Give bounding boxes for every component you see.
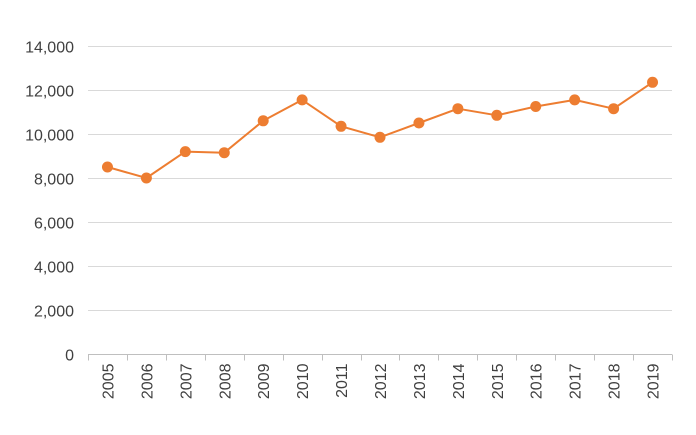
- y-tick-label: 4,000: [34, 260, 74, 277]
- data-point: [608, 103, 620, 115]
- y-tick-label: 10,000: [25, 128, 74, 145]
- x-tick-label: 2006: [139, 363, 156, 399]
- data-point: [257, 115, 269, 127]
- data-point: [140, 172, 152, 184]
- data-point: [296, 94, 308, 106]
- x-tick-label: 2016: [529, 363, 546, 399]
- y-tick-label: 14,000: [25, 40, 74, 57]
- x-tick-label: 2010: [295, 363, 312, 399]
- x-tick-label: 2013: [412, 363, 429, 399]
- y-tick-label: 8,000: [34, 172, 74, 189]
- x-tick-label: 2015: [490, 363, 507, 399]
- data-point: [335, 120, 347, 132]
- x-tick-label: 2009: [256, 363, 273, 399]
- data-point: [218, 147, 230, 159]
- data-point: [647, 76, 659, 88]
- data-point: [413, 117, 425, 129]
- data-point: [179, 146, 191, 158]
- y-tick-label: 0: [65, 348, 74, 365]
- series-layer: [101, 76, 659, 184]
- x-tick-label: 2007: [178, 363, 195, 399]
- x-tick-label: 2012: [373, 363, 390, 399]
- label-layer: 0 2,000 4,000 6,000 8,000 10,000 12,000 14,000 2…: [25, 40, 662, 400]
- x-tick-label: 2008: [217, 363, 234, 399]
- data-point: [569, 94, 581, 106]
- y-tick-label: 12,000: [25, 84, 74, 101]
- data-point: [374, 131, 386, 143]
- grid-layer: [88, 46, 672, 311]
- data-point: [530, 101, 542, 112]
- data-point: [452, 103, 464, 115]
- axis-layer: [88, 354, 673, 361]
- data-point: [101, 161, 113, 173]
- x-tick-label: 2011: [334, 363, 351, 398]
- x-tick-label: 2005: [100, 363, 117, 399]
- y-tick-label: 6,000: [34, 216, 74, 233]
- x-tick-label: 2017: [568, 363, 585, 399]
- data-point: [491, 109, 503, 121]
- y-tick-label: 2,000: [34, 304, 74, 321]
- x-tick-label: 2014: [451, 363, 468, 399]
- x-tick-label: 2018: [607, 363, 624, 399]
- x-tick-label: 2019: [646, 363, 663, 399]
